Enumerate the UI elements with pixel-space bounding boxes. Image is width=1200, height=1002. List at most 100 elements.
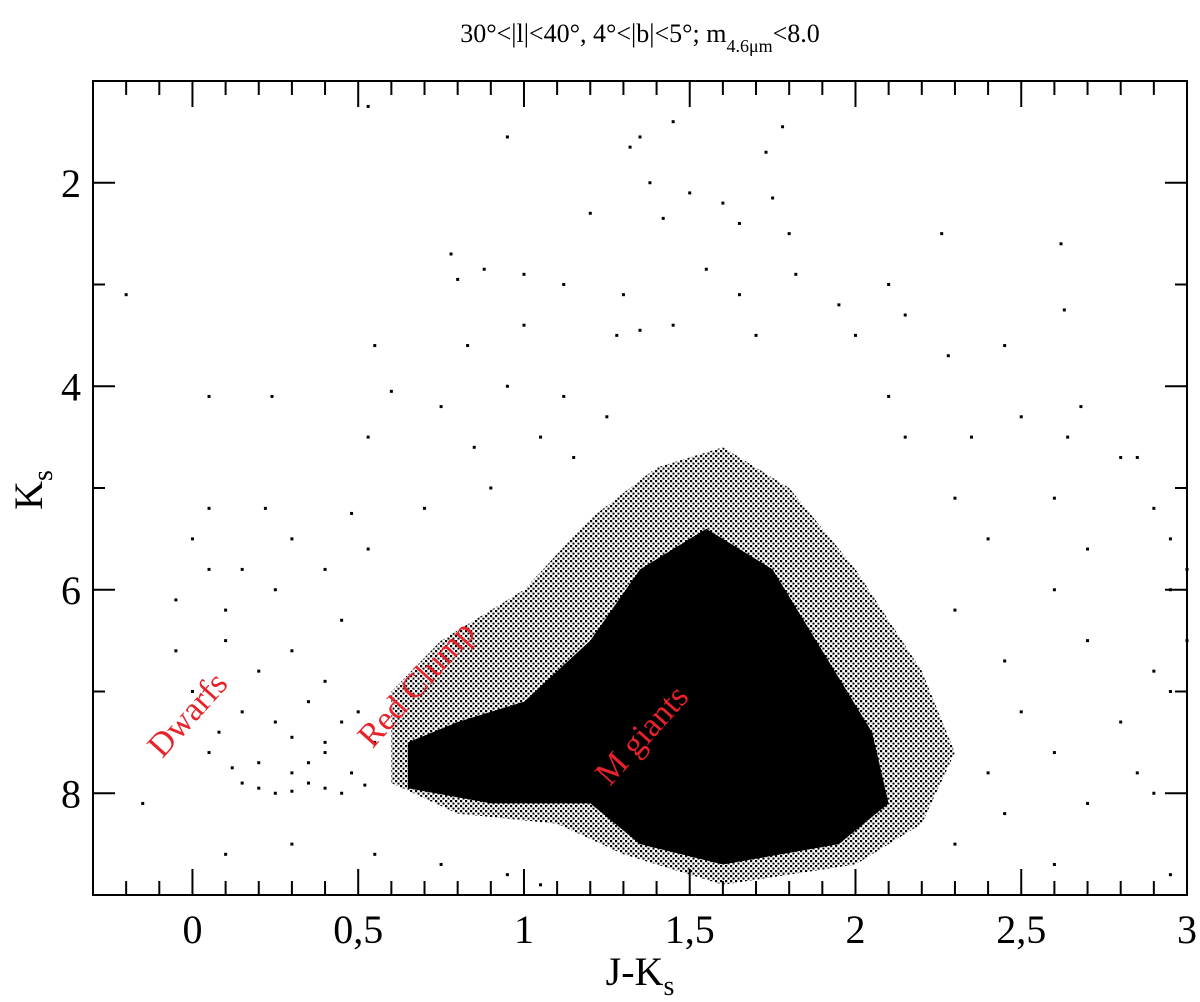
- data-point: [1052, 496, 1056, 500]
- data-point: [671, 120, 675, 124]
- data-point: [661, 216, 665, 220]
- data-point: [356, 710, 360, 714]
- data-point: [605, 415, 609, 419]
- data-point: [350, 511, 354, 515]
- data-point: [1119, 455, 1123, 459]
- data-point: [638, 135, 642, 139]
- data-point: [505, 384, 509, 388]
- data-point: [224, 639, 228, 643]
- data-point: [505, 135, 509, 139]
- data-point: [257, 669, 261, 673]
- data-point: [323, 679, 327, 683]
- data-point: [704, 267, 708, 271]
- x-tick-label: 2,5: [996, 907, 1046, 952]
- data-point: [257, 761, 261, 765]
- annotation-label: Dwarfs: [141, 665, 235, 764]
- data-point: [323, 786, 327, 790]
- data-point: [423, 506, 427, 510]
- data-point: [648, 181, 652, 185]
- chart-title: 30°<|l|<40°, 4°<|b|<5°; m4.6μm<8.0: [460, 19, 820, 56]
- data-point: [439, 862, 443, 866]
- data-point: [190, 537, 194, 541]
- data-point: [366, 104, 370, 108]
- data-point: [306, 700, 310, 704]
- data-point: [853, 333, 857, 337]
- x-tick-label: 3: [1177, 907, 1197, 952]
- data-point: [1086, 547, 1090, 551]
- data-point: [482, 267, 486, 271]
- data-point: [340, 618, 344, 622]
- data-point: [562, 394, 566, 398]
- data-point: [1059, 242, 1063, 246]
- data-point: [290, 735, 294, 739]
- data-point: [1052, 751, 1056, 755]
- data-point: [781, 125, 785, 129]
- data-point: [1168, 690, 1172, 693]
- data-point: [190, 690, 194, 693]
- data-point: [217, 730, 221, 734]
- x-tick-label: 0: [182, 907, 202, 952]
- data-point: [1066, 435, 1070, 439]
- data-point: [615, 333, 619, 337]
- data-point: [628, 145, 632, 149]
- data-point: [141, 801, 145, 805]
- data-point: [903, 313, 907, 317]
- data-point: [207, 751, 211, 755]
- data-point: [721, 201, 725, 205]
- data-point: [456, 277, 460, 281]
- data-point: [1003, 344, 1007, 348]
- data-point: [572, 455, 576, 459]
- data-point: [953, 608, 957, 612]
- x-tick-label: 0,5: [333, 907, 383, 952]
- saturated-region: [407, 528, 889, 865]
- data-point: [837, 303, 841, 307]
- data-point: [562, 283, 566, 286]
- data-point: [953, 842, 957, 846]
- data-point: [323, 751, 327, 755]
- data-point: [1152, 506, 1156, 510]
- x-tick-label: 2: [845, 907, 865, 952]
- data-point: [1152, 791, 1156, 795]
- y-axis-title: Ks: [6, 470, 59, 510]
- data-point: [207, 506, 211, 510]
- data-point: [887, 283, 891, 286]
- data-point: [522, 323, 526, 327]
- data-point: [621, 293, 625, 297]
- data-point: [366, 547, 370, 551]
- data-point: [366, 435, 370, 439]
- data-point: [290, 842, 294, 846]
- x-tick-label: 1: [514, 907, 534, 952]
- data-point: [489, 486, 493, 490]
- data-point: [240, 710, 244, 714]
- data-point: [903, 435, 907, 439]
- data-point: [771, 196, 775, 200]
- data-points: [124, 104, 1189, 887]
- data-point: [588, 211, 592, 215]
- data-point: [290, 771, 294, 775]
- data-point: [373, 740, 377, 744]
- x-tick-label: 1,5: [665, 907, 715, 952]
- data-point: [263, 506, 267, 510]
- data-point: [224, 852, 228, 856]
- data-point: [986, 537, 990, 541]
- data-point: [306, 781, 310, 785]
- data-point: [1019, 415, 1023, 419]
- data-point: [1135, 771, 1139, 775]
- data-point: [240, 781, 244, 785]
- data-point: [439, 405, 443, 409]
- data-point: [1062, 308, 1066, 312]
- data-point: [737, 293, 741, 297]
- data-point: [1119, 720, 1123, 724]
- x-axis-title: J-Ks: [606, 949, 675, 1002]
- data-point: [257, 786, 261, 790]
- density-regions: [391, 447, 955, 885]
- data-point: [472, 445, 476, 449]
- data-point: [389, 389, 393, 393]
- data-point: [688, 191, 692, 195]
- y-tick-label: 6: [61, 568, 81, 613]
- data-point: [1019, 710, 1023, 714]
- data-point: [290, 789, 294, 793]
- data-point: [224, 608, 228, 612]
- y-tick-label: 8: [61, 771, 81, 816]
- data-point: [764, 150, 768, 154]
